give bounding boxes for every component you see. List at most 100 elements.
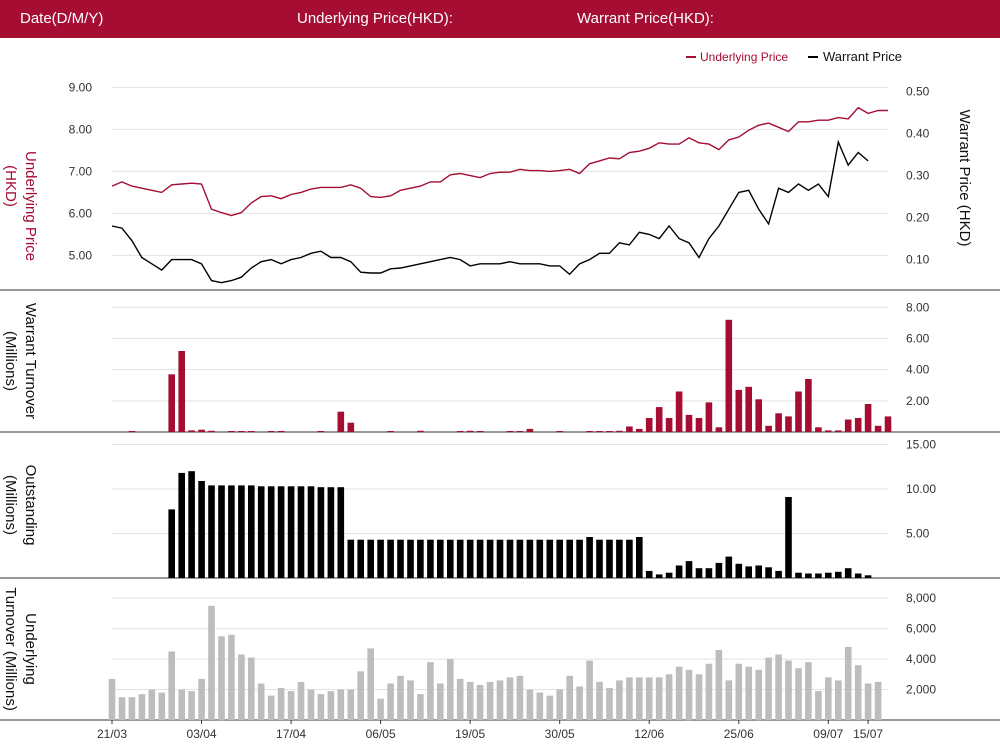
- bar: [466, 539, 474, 578]
- bar: [267, 695, 275, 720]
- bar: [765, 657, 772, 720]
- bar: [626, 426, 633, 432]
- bar: [287, 691, 295, 720]
- bar: [665, 674, 673, 720]
- bar: [287, 486, 295, 578]
- bar: [705, 402, 713, 432]
- bar: [417, 694, 424, 720]
- bar: [357, 539, 364, 578]
- bar: [198, 678, 205, 720]
- bar: [367, 539, 374, 578]
- bar: [148, 689, 156, 720]
- bar: [675, 666, 683, 720]
- bar: [178, 351, 185, 432]
- bar: [228, 634, 235, 720]
- bar: [835, 430, 842, 432]
- x-axis-tick-label: 03/04: [187, 727, 217, 741]
- bar: [277, 431, 285, 432]
- bar: [705, 568, 713, 578]
- bar-axis-title: Turnover (Millions): [2, 587, 19, 711]
- bar: [825, 430, 832, 432]
- bar: [844, 419, 852, 432]
- bar: [198, 429, 205, 432]
- bar: [397, 539, 404, 578]
- bar: [695, 674, 703, 720]
- bar: [785, 660, 792, 720]
- bar: [178, 472, 185, 578]
- left-axis-tick-label: 7.00: [69, 164, 93, 178]
- bar: [815, 573, 822, 578]
- bar: [218, 636, 225, 721]
- bar: [118, 697, 126, 720]
- bar: [805, 379, 812, 432]
- bar: [178, 689, 185, 720]
- bar: [864, 404, 872, 432]
- bar: [447, 539, 454, 578]
- bar: [238, 654, 245, 720]
- x-axis-tick-label: 09/07: [813, 727, 843, 741]
- x-axis-tick-label: 19/05: [455, 727, 485, 741]
- bar: [138, 694, 146, 720]
- bar: [317, 487, 325, 578]
- bar: [765, 425, 772, 432]
- bar: [297, 681, 305, 720]
- bar: [765, 567, 772, 578]
- left-axis-tick-label: 5.00: [69, 248, 93, 262]
- bar: [815, 691, 822, 720]
- bar: [526, 689, 534, 720]
- bar: [417, 430, 424, 432]
- warrant-price-line: [111, 139, 869, 284]
- bar: [626, 539, 633, 578]
- bar: [248, 657, 255, 720]
- bar: [387, 683, 394, 720]
- bar: [337, 487, 345, 578]
- bar-axis-tick-label: 10.00: [906, 482, 936, 496]
- chart-area: 5.00 6.00 7.00 8.00 9.00 0.10 0.20 0.30 0.40 0.50…: [0, 49, 1000, 741]
- bar: [556, 431, 563, 432]
- bar: [874, 681, 882, 720]
- right-axis-title: Warrant Price (HKD): [956, 110, 973, 247]
- bar-axis-title: Outstanding: [22, 465, 39, 546]
- bar: [576, 539, 583, 578]
- bar: [407, 680, 414, 720]
- bar-axis-tick-label: 8,000: [906, 591, 936, 605]
- bar: [228, 431, 235, 432]
- underlying-price-label: Underlying Price(HKD):: [297, 10, 453, 27]
- bar: [606, 431, 613, 432]
- bar-axis-title: (Millions): [2, 331, 19, 391]
- bar: [476, 431, 484, 432]
- bar: [655, 407, 663, 432]
- bar: [795, 391, 802, 432]
- bar: [735, 563, 743, 578]
- bar: [775, 413, 782, 432]
- bar: [506, 539, 514, 578]
- x-axis-tick-label: 21/03: [97, 727, 127, 741]
- bar: [626, 677, 633, 720]
- bar: [456, 431, 464, 432]
- bar: [606, 539, 613, 578]
- bar: [277, 688, 285, 720]
- bar: [566, 675, 573, 720]
- bar: [725, 319, 733, 432]
- bar: [337, 411, 345, 432]
- bar: [685, 669, 693, 721]
- bar: [775, 654, 782, 720]
- bar: [854, 665, 862, 720]
- bar: [655, 677, 663, 720]
- bar: [377, 539, 384, 578]
- x-axis-tick-label: 12/06: [634, 727, 664, 741]
- bar: [347, 539, 355, 578]
- bar: [745, 566, 752, 578]
- bar-axis-title: Underlying: [22, 613, 39, 685]
- bar: [228, 485, 235, 578]
- bar: [427, 662, 434, 720]
- bar: [257, 683, 265, 720]
- x-axis-tick-label: 17/04: [276, 727, 306, 741]
- bar: [825, 572, 832, 578]
- bar: [198, 481, 205, 578]
- bar: [476, 685, 484, 720]
- bar: [616, 430, 623, 432]
- bar: [665, 572, 673, 578]
- bar: [427, 539, 434, 578]
- bar: [526, 539, 534, 578]
